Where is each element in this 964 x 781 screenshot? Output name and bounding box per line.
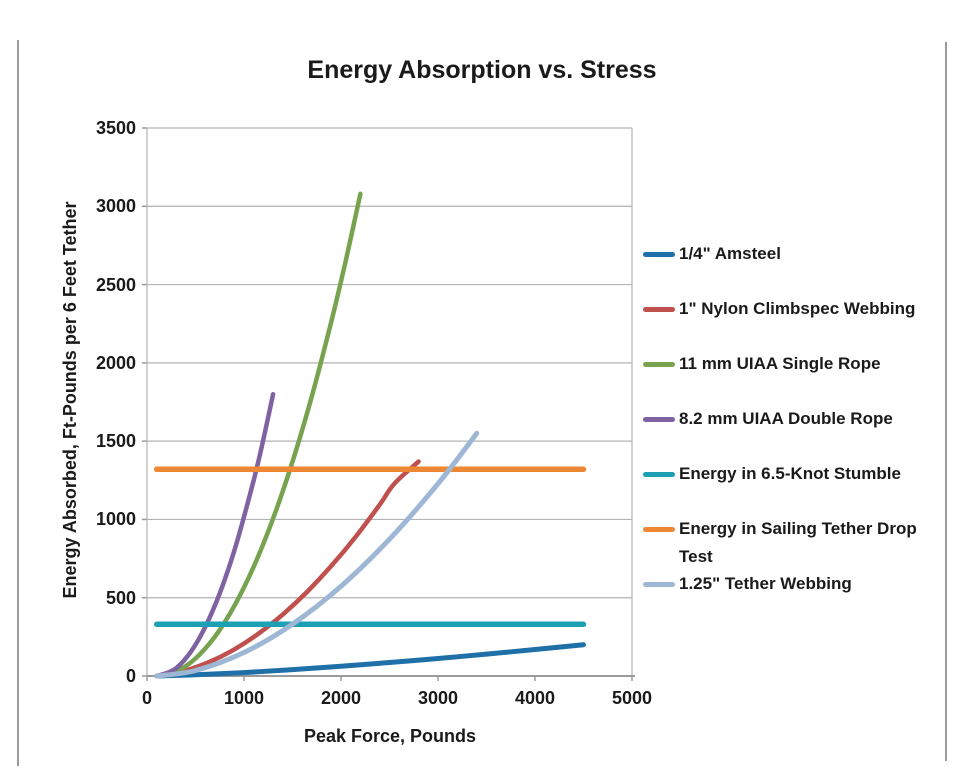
legend-swatch <box>643 582 675 587</box>
legend-item: 1/4" Amsteel <box>643 240 949 268</box>
y-tick-label: 1000 <box>95 509 136 530</box>
legend-swatch <box>643 307 675 312</box>
chart-title: Energy Absorption vs. Stress <box>307 56 657 84</box>
y-tick-label: 3000 <box>95 196 136 217</box>
x-tick-label: 3000 <box>417 688 459 708</box>
page-border-right <box>945 42 947 761</box>
series-line-2 <box>154 191 363 679</box>
legend-label: 11 mm UIAA Single Rope <box>679 354 881 373</box>
series-line-1 <box>154 459 421 679</box>
legend-label: Energy in 6.5-Knot Stumble <box>679 464 901 483</box>
series-line-0 <box>154 642 586 679</box>
legend-item: Energy in 6.5-Knot Stumble <box>643 460 949 488</box>
x-tick-label: 2000 <box>320 688 362 708</box>
legend-item: 11 mm UIAA Single Rope <box>643 350 949 378</box>
x-tick-label: 1000 <box>223 688 265 708</box>
legend-item: Energy in Sailing Tether Drop Test <box>643 515 949 571</box>
x-tick-label: 5000 <box>611 688 653 708</box>
legend-label: Energy in Sailing Tether Drop Test <box>679 519 917 566</box>
legend-swatch <box>643 417 675 422</box>
x-axis-title: Peak Force, Pounds <box>303 726 477 746</box>
y-tick-label: 500 <box>105 587 136 608</box>
x-tick-label: 0 <box>141 688 152 708</box>
legend-item: 1.25" Tether Webbing <box>643 570 949 598</box>
legend-swatch <box>643 472 675 477</box>
legend-swatch <box>643 362 675 367</box>
legend-label: 8.2 mm UIAA Double Rope <box>679 409 893 428</box>
x-tick-label: 4000 <box>514 688 556 708</box>
legend-item: 1" Nylon Climbspec Webbing <box>643 295 949 323</box>
page-border-left <box>17 40 19 766</box>
y-tick-label: 1500 <box>95 431 136 452</box>
y-tick-label: 2500 <box>95 274 136 295</box>
legend-swatch <box>643 252 675 257</box>
series-line-3 <box>154 391 276 679</box>
legend-label: 1.25" Tether Webbing <box>679 574 852 593</box>
legend-label: 1/4" Amsteel <box>679 244 781 263</box>
series-line-6 <box>154 430 480 679</box>
legend-item: 8.2 mm UIAA Double Rope <box>643 405 949 433</box>
y-tick-label: 0 <box>125 666 136 686</box>
y-tick-label: 3500 <box>95 118 136 138</box>
legend-label: 1" Nylon Climbspec Webbing <box>679 299 916 318</box>
y-tick-label: 2000 <box>95 352 136 373</box>
legend-swatch <box>643 527 675 532</box>
y-axis-title: Energy Absorbed, Ft-Pounds per 6 Feet Te… <box>60 201 80 599</box>
